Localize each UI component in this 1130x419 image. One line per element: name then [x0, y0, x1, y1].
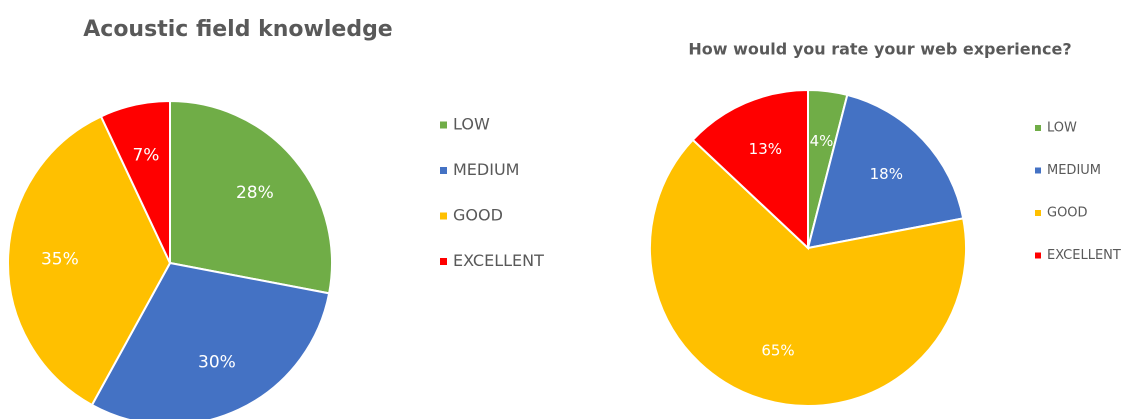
- legend-label: GOOD: [1047, 206, 1088, 221]
- legend-label: GOOD: [453, 206, 503, 225]
- legend-swatch: [1035, 252, 1041, 259]
- data-label: 35%: [41, 250, 79, 270]
- data-label: 65%: [761, 342, 794, 360]
- legend-swatch: [1035, 125, 1041, 131]
- legend-label: MEDIUM: [453, 160, 519, 179]
- pie-slice: [7, 115, 172, 407]
- legend-label: EXCELLENT: [1047, 248, 1121, 263]
- pie-slice: [169, 99, 333, 295]
- legend-label: EXCELLENT: [453, 251, 544, 270]
- legend-label: MEDIUM: [1047, 163, 1101, 178]
- legend-swatch: [440, 258, 447, 265]
- legend-swatch: [1035, 167, 1041, 174]
- legend-swatch: [440, 167, 447, 174]
- legend-label: LOW: [1047, 121, 1077, 136]
- data-label: 28%: [236, 183, 274, 203]
- pie-slice: [99, 99, 171, 264]
- legend-swatch: [440, 121, 447, 129]
- data-label: 13%: [749, 140, 782, 158]
- data-label: 7%: [132, 145, 159, 165]
- pie-slice: [806, 93, 965, 250]
- pie-slice: [649, 138, 967, 407]
- chart-title: How would you rate your web experience?: [688, 40, 1071, 59]
- chart-title: Acoustic field knowledge: [83, 17, 392, 42]
- legend-label: LOW: [453, 115, 490, 134]
- legend-swatch: [440, 212, 447, 220]
- data-label: 30%: [198, 353, 236, 373]
- pie-slice: [691, 88, 809, 251]
- legend-swatch: [1035, 210, 1041, 216]
- data-label: 4%: [810, 132, 834, 150]
- data-label: 18%: [870, 165, 903, 183]
